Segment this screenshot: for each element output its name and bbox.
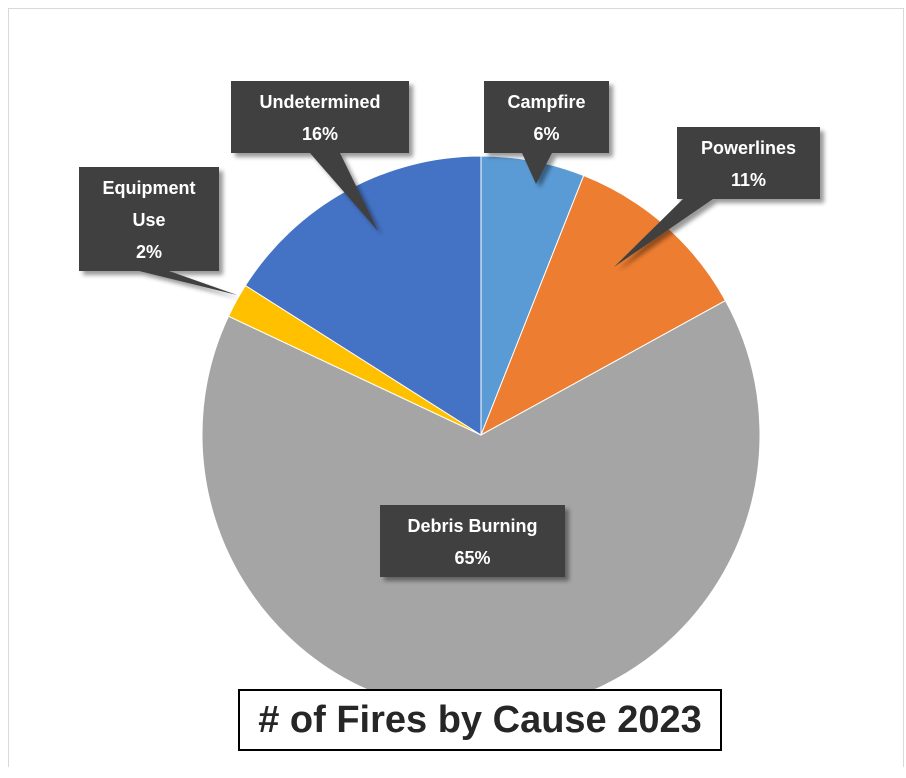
data-label-value: 16% [302,124,338,144]
data-label-equipment-use: Equipment Use 2% [79,167,237,295]
data-label-value: 6% [533,124,559,144]
data-label-debris-burning: Debris Burning 65% [380,505,565,577]
data-label-category: Undetermined [259,92,380,112]
data-label-category: Campfire [507,92,585,112]
callout-box [79,167,237,295]
chart-area: Campfire 6% Powerlines 11% Debris Burning 65%… [8,8,904,767]
data-label-campfire: Campfire 6% [484,81,609,184]
data-label-value: 11% [731,170,766,190]
data-label-category: Powerlines [701,138,796,158]
callout-box [231,81,409,231]
data-label-category: Equipment [103,178,196,198]
pie-chart: Campfire 6% Powerlines 11% Debris Burning 65%… [79,81,820,715]
chart-title: # of Fires by Cause 2023 [238,689,722,751]
callout-box [614,127,820,267]
data-label-powerlines: Powerlines 11% [614,127,820,267]
data-label-value: 65% [454,548,490,568]
callout-box [380,505,565,577]
data-label-category: Debris Burning [407,516,537,536]
data-label-category: Use [132,210,165,230]
data-label-undetermined: Undetermined 16% [231,81,409,231]
data-label-value: 2% [136,242,162,262]
callout-box [484,81,609,184]
